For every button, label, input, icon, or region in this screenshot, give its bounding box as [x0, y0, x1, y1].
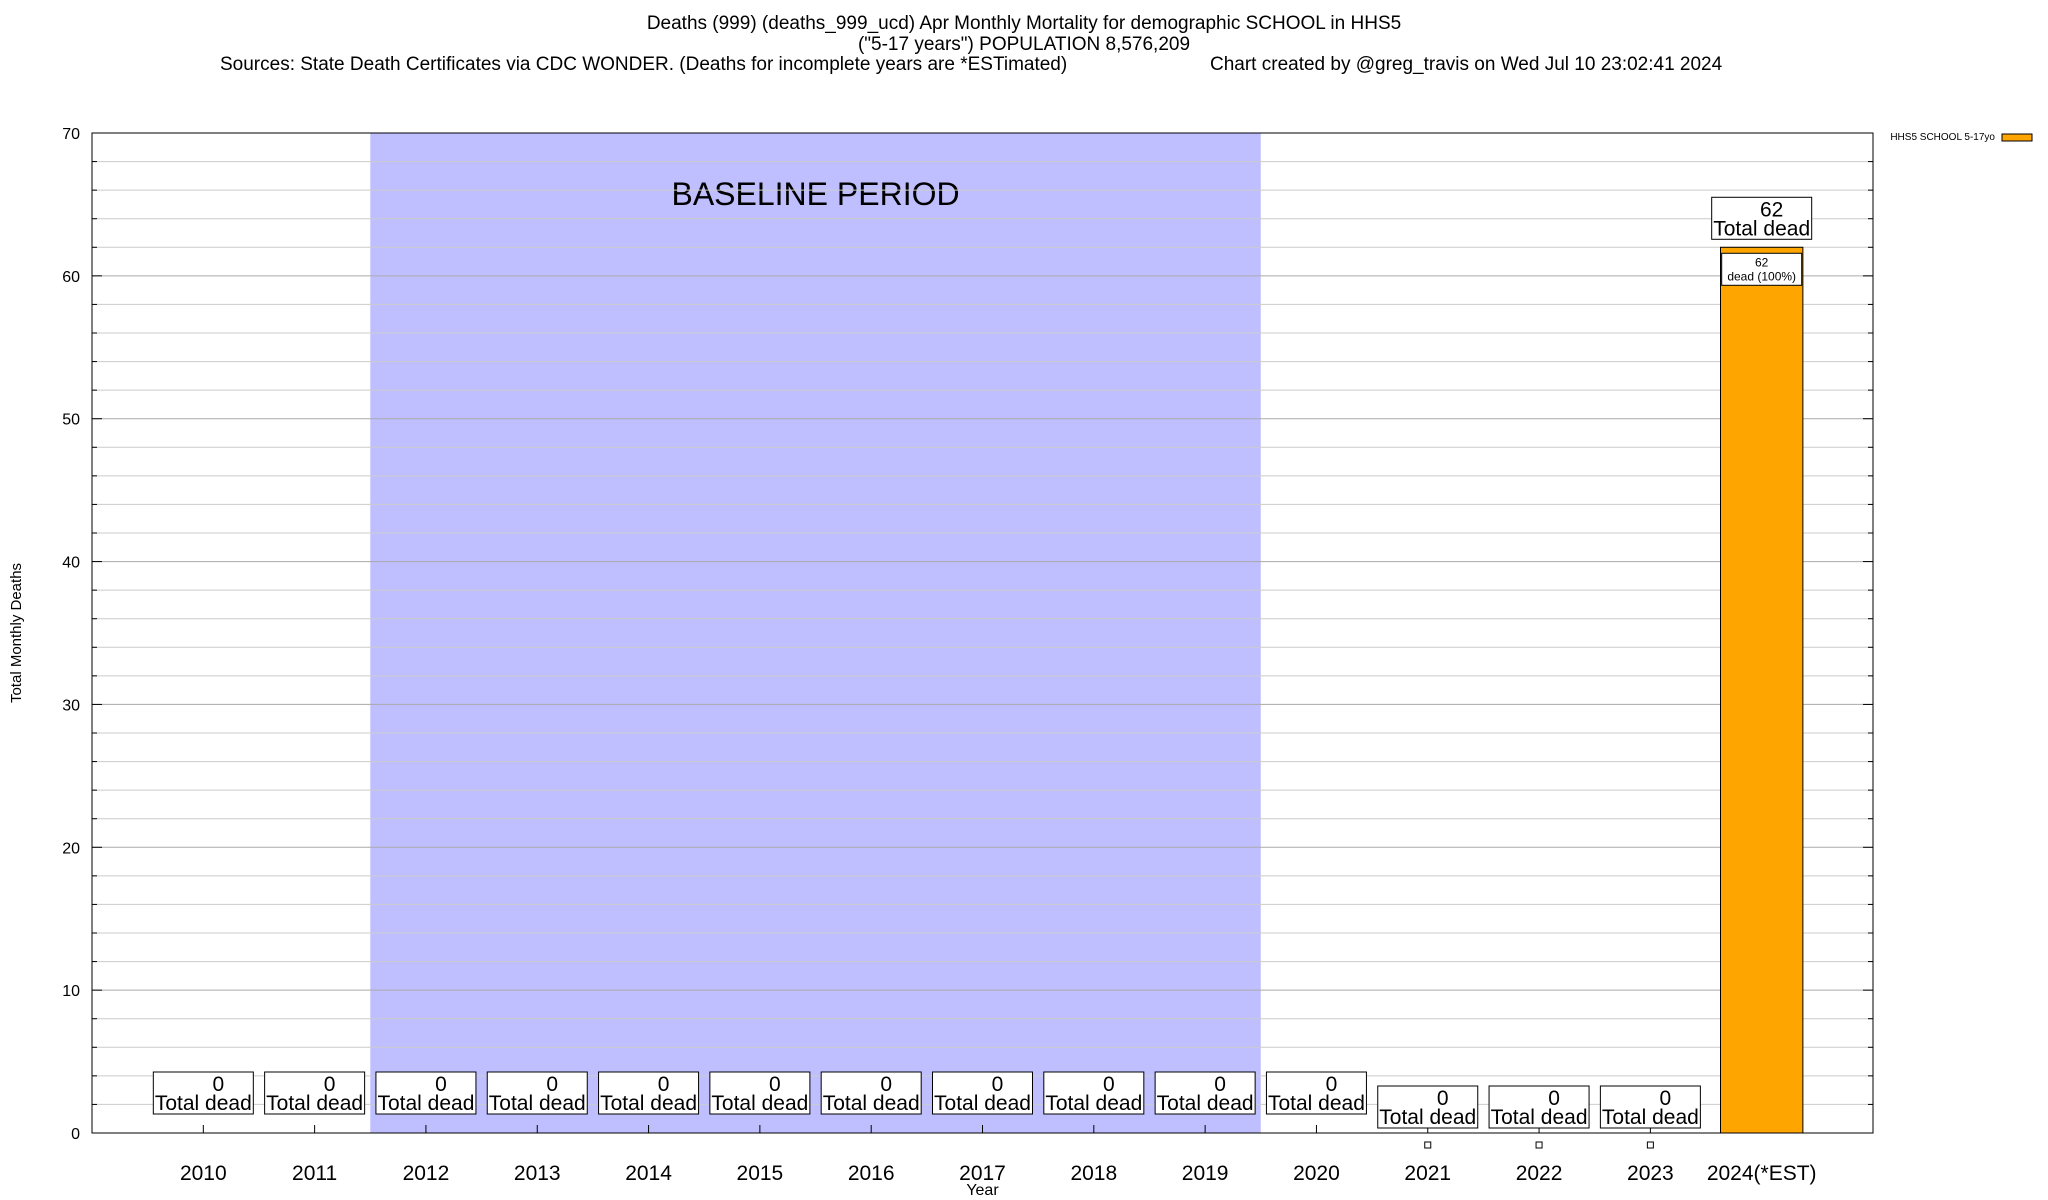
total-label-text: Total dead: [377, 1092, 474, 1115]
legend-label: HHS5 SCHOOL 5-17yo: [1890, 132, 1995, 143]
x-tick-label: 2018: [1070, 1162, 1117, 1185]
x-tick-label: 2021: [1404, 1162, 1451, 1185]
total-label-box: [152, 1071, 254, 1115]
total-label-box: [1154, 1071, 1256, 1115]
total-label-value: 0: [212, 1073, 224, 1096]
total-label-value: 0: [1437, 1087, 1449, 1110]
total-label-text: Total dead: [1491, 1106, 1588, 1129]
zero-marker: [1535, 1141, 1543, 1149]
total-label-box: [1488, 1085, 1590, 1129]
y-tick-label: 10: [62, 983, 80, 1000]
total-label-value: 0: [880, 1073, 892, 1096]
x-tick-label: 2014: [625, 1162, 672, 1185]
y-tick-label: 0: [71, 1126, 80, 1143]
total-label-text: Total dead: [1379, 1106, 1476, 1129]
total-label-value: 0: [1103, 1073, 1115, 1096]
x-tick-label: 2017: [959, 1162, 1006, 1185]
total-label-box: [375, 1071, 477, 1115]
segment-label-value: 62: [1755, 255, 1769, 269]
total-label-value: 62: [1760, 198, 1783, 221]
total-label-value: 0: [1548, 1087, 1560, 1110]
x-tick-label: 2011: [292, 1162, 337, 1185]
total-label-text: Total dead: [1713, 217, 1810, 240]
y-tick-label: 40: [62, 555, 80, 572]
total-label-box: [486, 1071, 588, 1115]
y-axis-title: Total Monthly Deaths: [8, 563, 25, 703]
baseline-region: [370, 133, 1261, 1133]
total-label-text: Total dead: [1157, 1092, 1254, 1115]
segment-label-text: dead (100%): [1727, 269, 1796, 283]
total-label-value: 0: [1660, 1087, 1672, 1110]
total-label-value: 0: [992, 1073, 1004, 1096]
x-tick-label: 2022: [1516, 1162, 1563, 1185]
y-tick-label: 60: [62, 269, 80, 286]
total-label-value: 0: [658, 1073, 670, 1096]
total-label-value: 0: [1214, 1073, 1226, 1096]
total-label-box: [1599, 1085, 1701, 1129]
total-label-value: 0: [324, 1073, 336, 1096]
x-tick-label: 2013: [514, 1162, 561, 1185]
total-label-text: Total dead: [489, 1092, 586, 1115]
legend-swatch: [2001, 133, 2033, 142]
total-label-text: Total dead: [823, 1092, 920, 1115]
y-tick-label: 50: [62, 412, 80, 429]
y-tick-label: 20: [62, 840, 80, 857]
chart-credit: Chart created by @greg_travis on Wed Jul…: [1210, 54, 1723, 75]
x-axis-title: Year: [966, 1182, 999, 1199]
x-tick-label: 2016: [848, 1162, 895, 1185]
total-label-value: 0: [769, 1073, 781, 1096]
x-tick-label: 2019: [1182, 1162, 1229, 1185]
total-label-text: Total dead: [600, 1092, 697, 1115]
total-label-text: Total dead: [934, 1092, 1031, 1115]
segment-label-box: [1721, 252, 1803, 286]
total-label-box: [709, 1071, 811, 1115]
chart-subtitle: ("5-17 years") POPULATION 8,576,209: [857, 34, 1191, 55]
total-label-box: [820, 1071, 922, 1115]
total-label-box: [1377, 1085, 1479, 1129]
x-tick-label: 2012: [403, 1162, 450, 1185]
total-label-text: Total dead: [266, 1092, 363, 1115]
x-tick-label: 2010: [180, 1162, 227, 1185]
total-label-box: [1265, 1071, 1367, 1115]
bar: [1720, 246, 1804, 1134]
total-label-text: Total dead: [1045, 1092, 1142, 1115]
total-label-value: 0: [435, 1073, 447, 1096]
zero-marker: [1646, 1141, 1654, 1149]
total-label-text: Total dead: [1602, 1106, 1699, 1129]
y-tick-label: 30: [62, 697, 80, 714]
total-label-text: Total dead: [155, 1092, 252, 1115]
total-label-box: [1711, 196, 1813, 240]
total-label-text: Total dead: [711, 1092, 808, 1115]
total-label-value: 0: [546, 1073, 558, 1096]
total-label-text: Total dead: [1268, 1092, 1365, 1115]
x-tick-label: 2015: [737, 1162, 784, 1185]
chart-sources: Sources: State Death Certificates via CD…: [220, 54, 1068, 75]
baseline-label: BASELINE PERIOD: [671, 176, 959, 212]
total-label-box: [264, 1071, 366, 1115]
chart-title: Deaths (999) (deaths_999_ucd) Apr Monthl…: [646, 13, 1402, 34]
x-tick-label: 2023: [1627, 1162, 1674, 1185]
x-tick-label: 2024(*EST): [1707, 1162, 1817, 1185]
total-label-box: [598, 1071, 700, 1115]
y-tick-label: 70: [62, 126, 80, 143]
zero-marker: [1424, 1141, 1432, 1149]
x-tick-label: 2020: [1293, 1162, 1340, 1185]
total-label-box: [932, 1071, 1033, 1115]
total-label-box: [1043, 1071, 1145, 1115]
total-label-value: 0: [1326, 1073, 1338, 1096]
